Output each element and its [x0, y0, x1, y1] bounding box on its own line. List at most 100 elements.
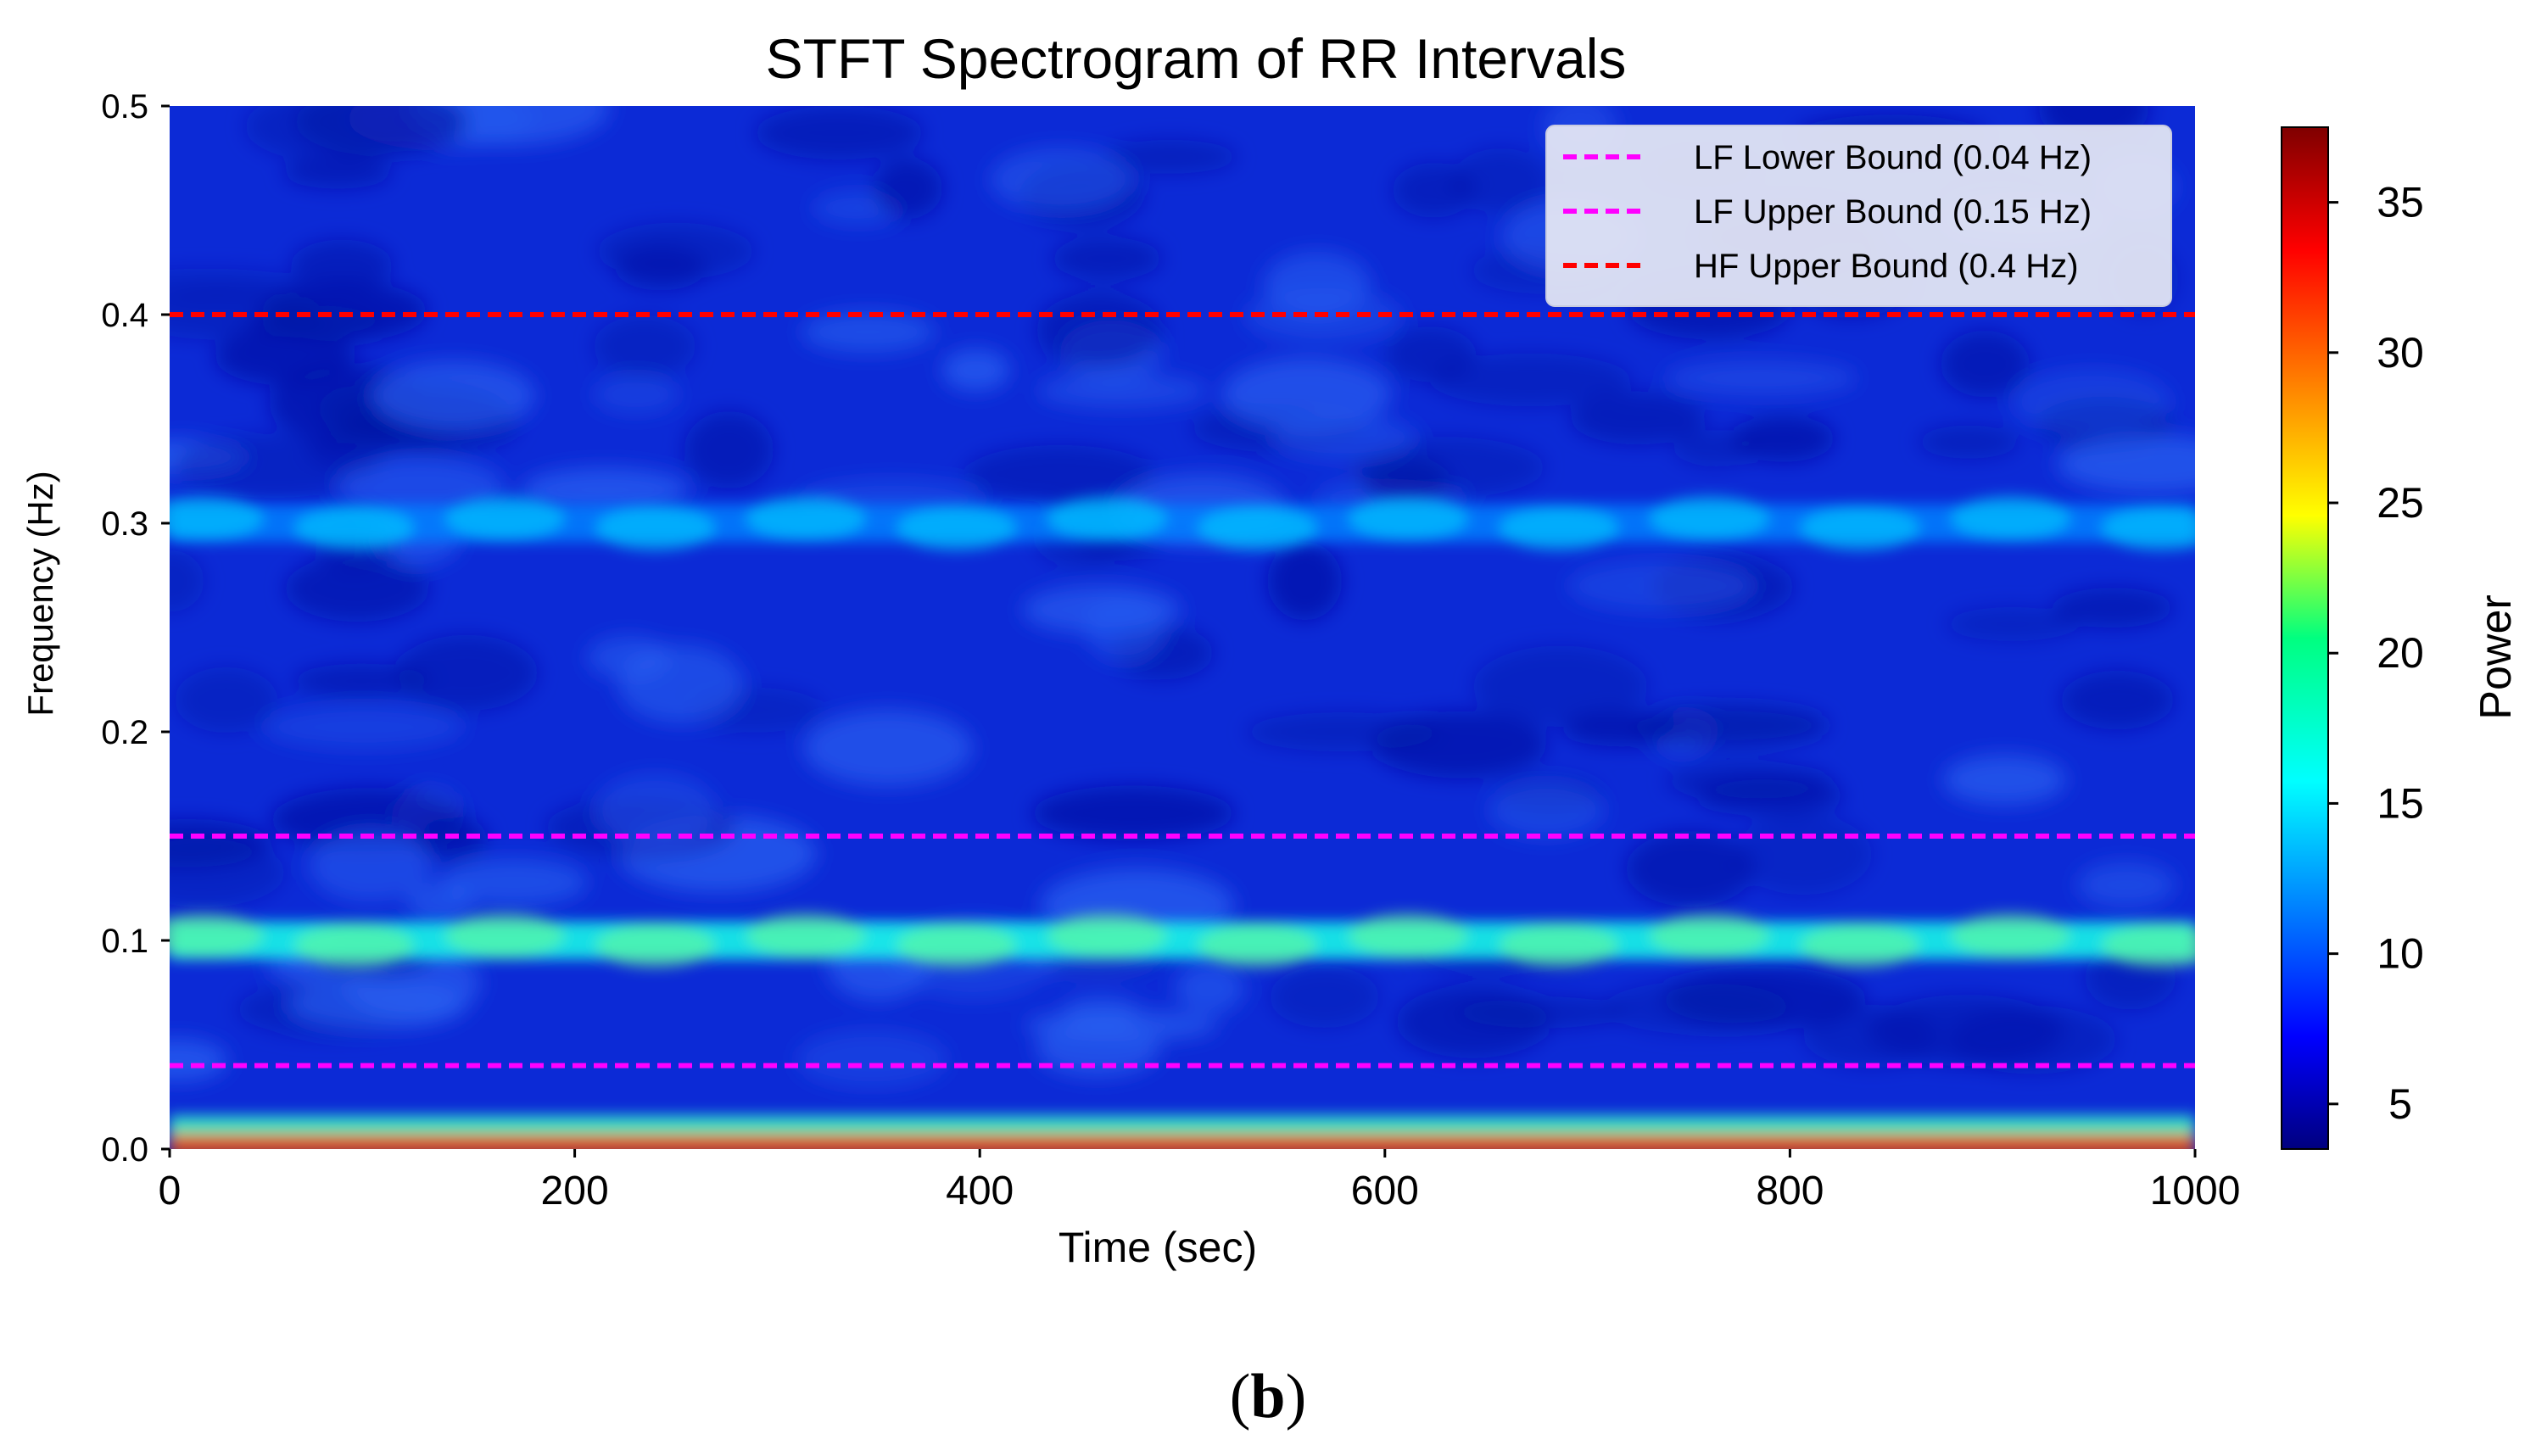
texture-blob [170, 1038, 228, 1082]
texture-blob [309, 829, 432, 902]
legend-label-0: LF Lower Bound (0.04 Hz) [1694, 139, 2092, 176]
x-tick-label: 600 [1351, 1169, 1419, 1213]
texture-blob [1665, 360, 1858, 396]
band-1-blob [746, 912, 866, 958]
texture-blob [596, 222, 754, 280]
band-2-blob [1349, 495, 1468, 541]
texture-blob [941, 349, 1010, 392]
reference-lines [170, 312, 2195, 1068]
texture-blob [2076, 862, 2176, 908]
texture-blob [1263, 251, 1371, 318]
texture-blob [801, 310, 936, 354]
texture-blob [282, 156, 393, 189]
texture-blob [2057, 435, 2195, 494]
texture-blob [1918, 425, 2019, 459]
texture-blob [1103, 139, 1237, 174]
band-2-blob [294, 505, 414, 551]
band-2-blob [897, 505, 1016, 551]
texture-blob [684, 410, 774, 489]
x-tick-label: 800 [1756, 1169, 1824, 1213]
y-axis: 0.0 0.1 0.2 0.3 0.4 0.5 [101, 88, 170, 1169]
texture-blob [1625, 831, 1755, 907]
y-tick-label: 0.1 [101, 923, 148, 960]
texture-blob [1570, 391, 1706, 445]
texture-blob [1451, 148, 1551, 214]
spectrogram-texture [170, 106, 2195, 1089]
spectrogram-bands [170, 495, 2195, 1149]
band-1-blob [445, 912, 565, 958]
band-2-blob [445, 495, 565, 541]
band-1-blob [1198, 923, 1317, 968]
texture-blob [1271, 415, 1417, 460]
band-1-blob [1047, 912, 1167, 958]
band-0-edge [170, 1142, 2195, 1149]
texture-blob [1267, 542, 1343, 621]
texture-blob [1175, 962, 1244, 1015]
texture-blob [1942, 754, 2067, 805]
texture-blob [964, 444, 1156, 503]
texture-blob [1392, 162, 1475, 218]
band-2-blob [1951, 495, 2070, 541]
texture-blob [593, 315, 696, 377]
band-2-blob [1800, 505, 1919, 551]
texture-blob [2053, 588, 2174, 628]
texture-blob [371, 360, 536, 431]
texture-blob [593, 375, 679, 415]
band-0-halo [170, 1115, 2195, 1136]
texture-blob [1604, 980, 1790, 1035]
texture-blob [405, 882, 475, 923]
x-axis-label: Time (sec) [1059, 1224, 1257, 1271]
texture-blob [245, 306, 383, 338]
texture-blob [2013, 368, 2172, 436]
band-1-blob [1650, 912, 1769, 958]
texture-blob [263, 705, 465, 750]
texture-blob [1221, 357, 1392, 431]
texture-blob [796, 1029, 948, 1089]
texture-blob [802, 709, 974, 787]
y-tick-label: 0.4 [101, 297, 148, 334]
colorbar-tick-label: 35 [2377, 179, 2424, 226]
colorbar-tick-label: 20 [2377, 629, 2424, 677]
panel-label-close: ) [1285, 1362, 1307, 1431]
texture-blob [2060, 670, 2175, 730]
texture-blob [214, 327, 355, 386]
legend-box [1545, 125, 2172, 307]
band-2-blob [1650, 495, 1769, 541]
texture-blob [170, 549, 204, 612]
panel-label-open: ( [1229, 1362, 1251, 1431]
texture-blob [1036, 373, 1208, 409]
texture-blob [1803, 1005, 1940, 1068]
band-2-blob [1198, 505, 1317, 551]
colorbar-tick-label: 10 [2377, 930, 2424, 978]
band-2 [170, 495, 2195, 551]
band-2-blob [746, 495, 866, 541]
texture-blob [417, 817, 489, 862]
y-tick-label: 0.0 [101, 1131, 148, 1169]
texture-blob [1940, 330, 2030, 398]
x-axis: 0 200 400 600 800 1000 [159, 1149, 2241, 1213]
texture-blob [1052, 237, 1162, 281]
texture-blob [395, 634, 539, 711]
band-1-blob [1349, 912, 1468, 958]
texture-blob [294, 106, 468, 156]
chart-title: STFT Spectrogram of RR Intervals [766, 27, 1627, 90]
x-tick-label: 1000 [2150, 1169, 2241, 1213]
band-1-blob [1951, 912, 2070, 958]
texture-blob [174, 667, 278, 734]
colorbar: Power 5 10 15 20 25 30 35 [2281, 126, 2521, 1150]
texture-blob [1946, 606, 2080, 641]
band-1-blob [1499, 923, 1618, 968]
band-0 [170, 1115, 2195, 1149]
y-tick-label: 0.3 [101, 505, 148, 543]
texture-blob [595, 773, 717, 848]
colorbar-tick-label: 30 [2377, 329, 2424, 377]
colorbar-gradient [2281, 126, 2329, 1150]
texture-blob [291, 239, 394, 291]
texture-blob [1947, 1005, 2117, 1074]
texture-blob [1031, 785, 1235, 841]
band-1 [170, 912, 2195, 968]
y-tick-label: 0.5 [101, 88, 148, 126]
texture-blob [1384, 326, 1477, 382]
band-2-blob [595, 505, 715, 551]
